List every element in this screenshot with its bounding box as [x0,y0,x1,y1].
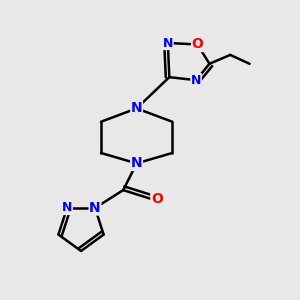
Text: O: O [192,38,203,52]
Text: N: N [131,101,142,116]
Text: N: N [89,201,101,215]
Text: N: N [131,156,142,170]
Text: O: O [151,192,163,206]
Text: N: N [163,37,173,50]
Text: N: N [62,202,72,214]
Text: N: N [191,74,201,87]
